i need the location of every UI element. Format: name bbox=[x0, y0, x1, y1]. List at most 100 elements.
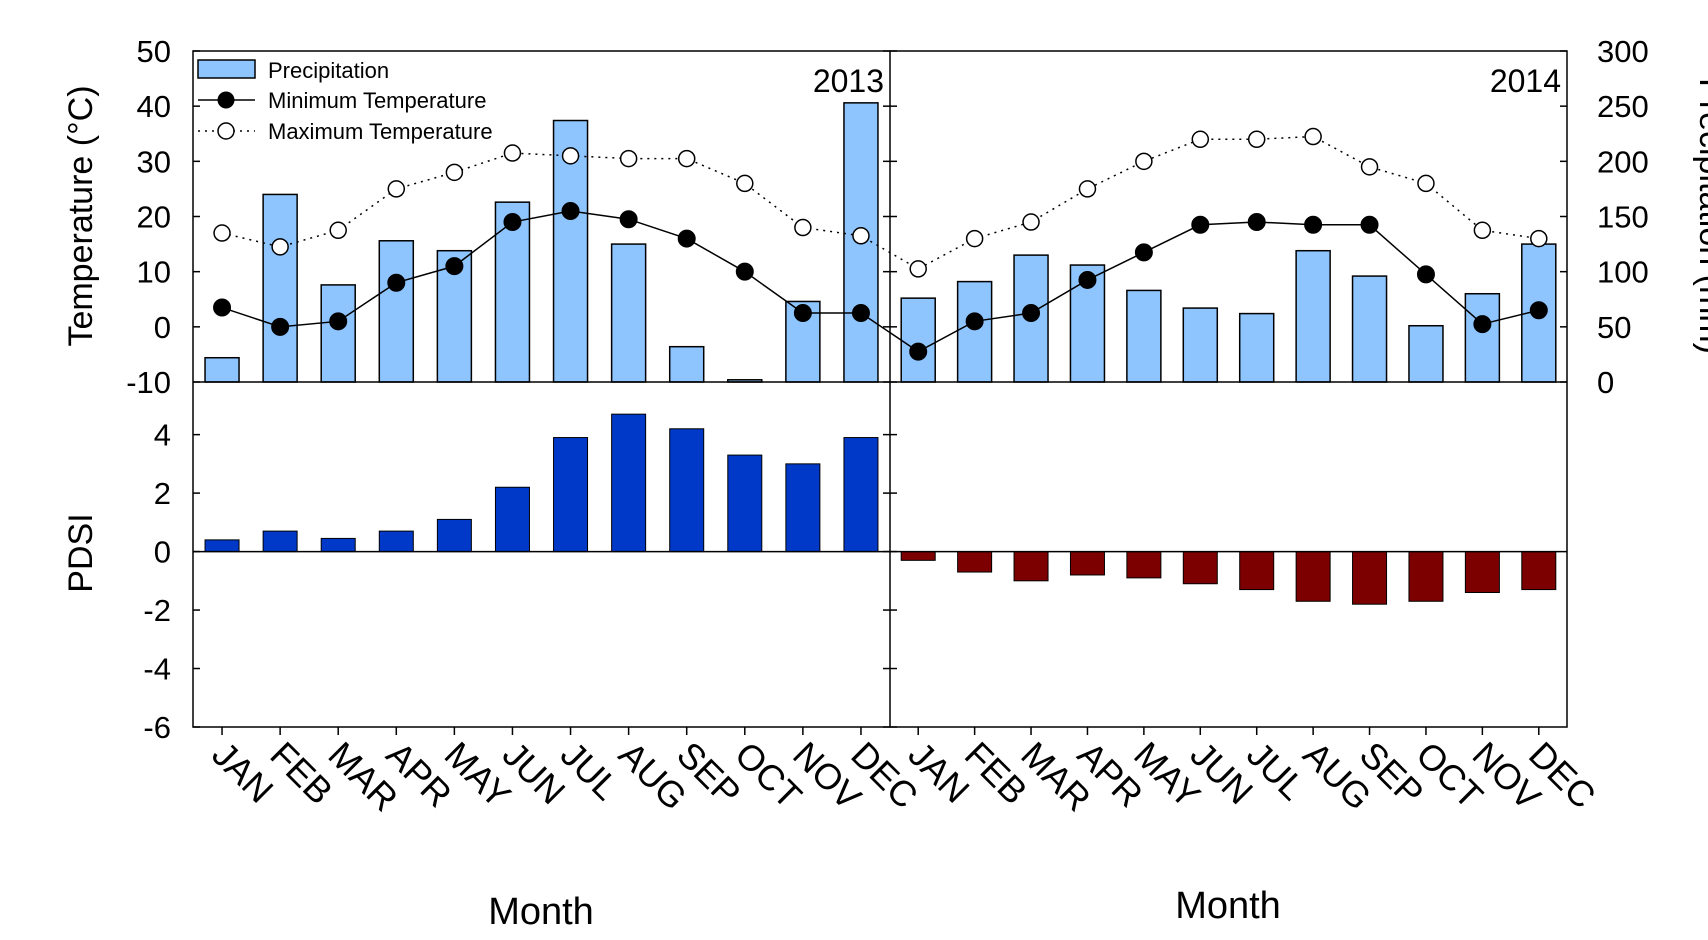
pdsi-bar-2013-NOV bbox=[785, 463, 821, 553]
max-temperature-point-2013-APR bbox=[387, 180, 406, 198]
month-tick-label-2014: JUL bbox=[1239, 734, 1313, 808]
pdsi-bar-2013-MAY bbox=[436, 518, 472, 553]
precipitation-bar-2014-MAY bbox=[1126, 289, 1162, 383]
precipitation-bar-2013-FEB bbox=[262, 193, 298, 383]
pdsi-bar-2013-AUG bbox=[611, 413, 647, 553]
min-temperature-point-2014-SEP bbox=[1360, 215, 1379, 234]
pdsi-bar-2013-JUL bbox=[553, 437, 589, 553]
precipitation-bar-2014-JUL bbox=[1238, 312, 1275, 383]
pdsi-bar-2013-FEB bbox=[262, 530, 298, 553]
precipitation-tick-label: 150 bbox=[1597, 200, 1649, 235]
pdsi-bar-2014-MAR bbox=[1013, 551, 1049, 582]
precipitation-tick-label: 300 bbox=[1597, 34, 1649, 69]
max-temperature-point-2014-SEP bbox=[1360, 158, 1379, 176]
pdsi-bar-2014-JUL bbox=[1239, 551, 1275, 591]
max-temperature-point-2013-JAN bbox=[213, 224, 231, 242]
max-temperature-point-2013-AUG bbox=[619, 149, 638, 168]
month-tick-label-2013: JUN bbox=[495, 734, 573, 812]
year-label-2014: 2014 bbox=[1490, 63, 1561, 99]
max-temperature-point-2014-MAR bbox=[1022, 213, 1040, 231]
min-temperature-point-2014-JUN bbox=[1191, 215, 1210, 234]
pdsi-bar-2013-OCT bbox=[727, 454, 763, 553]
precipitation-bar-2014-OCT bbox=[1408, 324, 1444, 383]
max-temperature-point-2014-DEC bbox=[1530, 229, 1548, 248]
y-axis-title-right: Precipitation (mm) bbox=[1692, 78, 1708, 354]
max-temperature-line bbox=[221, 135, 1539, 270]
min-temperature-point-2013-JUN bbox=[503, 213, 522, 232]
max-temperature-point-2013-MAY bbox=[445, 163, 464, 182]
temperature-tick-label: 30 bbox=[137, 144, 171, 179]
pdsi-bar-2014-FEB bbox=[957, 551, 993, 573]
min-temperature-point-2014-MAY bbox=[1134, 243, 1153, 262]
min-temperature-point-2013-APR bbox=[387, 273, 406, 292]
pdsi-bar-2014-JUN bbox=[1182, 551, 1218, 585]
precipitation-bar-2014-NOV bbox=[1464, 292, 1501, 383]
max-temperature-point-2014-NOV bbox=[1473, 221, 1492, 240]
pdsi-bar-2014-AUG bbox=[1295, 551, 1331, 602]
tick-layer bbox=[193, 50, 1567, 735]
y-axis-title-left: Temperature (°C) bbox=[62, 85, 100, 346]
pdsi-bar-2014-SEP bbox=[1352, 551, 1388, 605]
max-temperature-point-2014-JUN bbox=[1191, 130, 1210, 149]
legend-precipitation-label: Precipitation bbox=[268, 58, 389, 83]
precipitation-tick-label: 0 bbox=[1597, 365, 1614, 400]
temperature-tick-label: 0 bbox=[154, 310, 171, 345]
min-temperature-point-2013-JUL bbox=[561, 201, 580, 220]
precipitation-bar-2013-AUG bbox=[610, 243, 647, 383]
y-axis-title-pdsi: PDSI bbox=[62, 513, 100, 592]
pdsi-bar-2014-MAY bbox=[1126, 551, 1162, 579]
year-label-2013: 2013 bbox=[813, 63, 884, 99]
plot-frame bbox=[192, 50, 1568, 728]
min-temperature-point-2013-OCT bbox=[735, 262, 754, 281]
min-temperature-point-2014-OCT bbox=[1416, 265, 1435, 284]
min-temperature-point-2014-FEB bbox=[965, 312, 984, 331]
max-temperature-point-2014-APR bbox=[1078, 180, 1097, 198]
min-temperature-line bbox=[221, 210, 1539, 353]
pdsi-bar-2014-APR bbox=[1069, 551, 1105, 576]
temperature-tick-label: 20 bbox=[137, 200, 171, 235]
max-temperature-point-2014-JUL bbox=[1247, 130, 1266, 149]
max-temperature-point-2013-NOV bbox=[794, 218, 812, 237]
pdsi-bar-2014-JAN bbox=[900, 551, 936, 561]
precipitation-bar-2013-SEP bbox=[668, 345, 705, 383]
pdsi-tick-label: -6 bbox=[143, 710, 171, 745]
precipitation-bar-2014-JAN bbox=[900, 297, 936, 383]
precipitation-bar-2014-SEP bbox=[1351, 275, 1388, 383]
legend-max-temperature-label: Maximum Temperature bbox=[268, 119, 493, 144]
precipitation-tick-label: 50 bbox=[1597, 310, 1631, 345]
pdsi-tick-label: 0 bbox=[154, 535, 171, 570]
pdsi-bar-2013-SEP bbox=[669, 428, 705, 553]
precipitation-tick-label: 200 bbox=[1597, 144, 1649, 179]
max-temperature-point-2014-JAN bbox=[909, 260, 927, 278]
precipitation-bar-2013-JUN bbox=[494, 201, 531, 383]
month-tick-label-2013: FEB bbox=[262, 734, 340, 812]
temperature-tick-label: -10 bbox=[126, 365, 171, 400]
temperature-tick-label: 10 bbox=[137, 255, 171, 290]
pdsi-bar-2013-JAN bbox=[204, 539, 240, 553]
min-temperature-point-2014-APR bbox=[1078, 270, 1097, 289]
max-temperature-point-2013-OCT bbox=[736, 174, 754, 193]
max-temperature-point-2014-OCT bbox=[1417, 174, 1435, 193]
line-layer bbox=[213, 127, 1548, 361]
frame-layer bbox=[192, 50, 1568, 728]
max-temperature-point-2014-AUG bbox=[1304, 127, 1322, 146]
max-temperature-point-2013-MAR bbox=[329, 221, 347, 240]
min-temperature-point-2014-NOV bbox=[1473, 315, 1492, 334]
max-temperature-point-2013-DEC bbox=[852, 227, 870, 245]
min-temperature-point-2013-SEP bbox=[677, 229, 696, 248]
max-temperature-point-2013-SEP bbox=[677, 149, 696, 168]
min-temperature-point-2014-JAN bbox=[909, 342, 928, 361]
max-temperature-point-2014-FEB bbox=[965, 229, 984, 248]
precipitation-tick-label: 100 bbox=[1597, 255, 1649, 290]
temperature-tick-label: 50 bbox=[137, 34, 171, 69]
max-temperature-point-2013-FEB bbox=[271, 238, 289, 256]
min-temperature-point-2013-JAN bbox=[213, 298, 232, 317]
text-layer: -10 0 10 20 30 40 50 0 50 100 150 200 250 300 -6 -4 -2 0 2… bbox=[62, 34, 1708, 933]
pdsi-bar-2013-JUN bbox=[494, 486, 530, 553]
pdsi-bar-2013-MAR bbox=[320, 537, 356, 553]
precipitation-bar-2013-APR bbox=[378, 240, 415, 383]
pdsi-tick-label: 4 bbox=[154, 418, 171, 453]
min-temperature-point-2013-FEB bbox=[271, 317, 290, 336]
precipitation-tick-label: 250 bbox=[1597, 89, 1649, 124]
